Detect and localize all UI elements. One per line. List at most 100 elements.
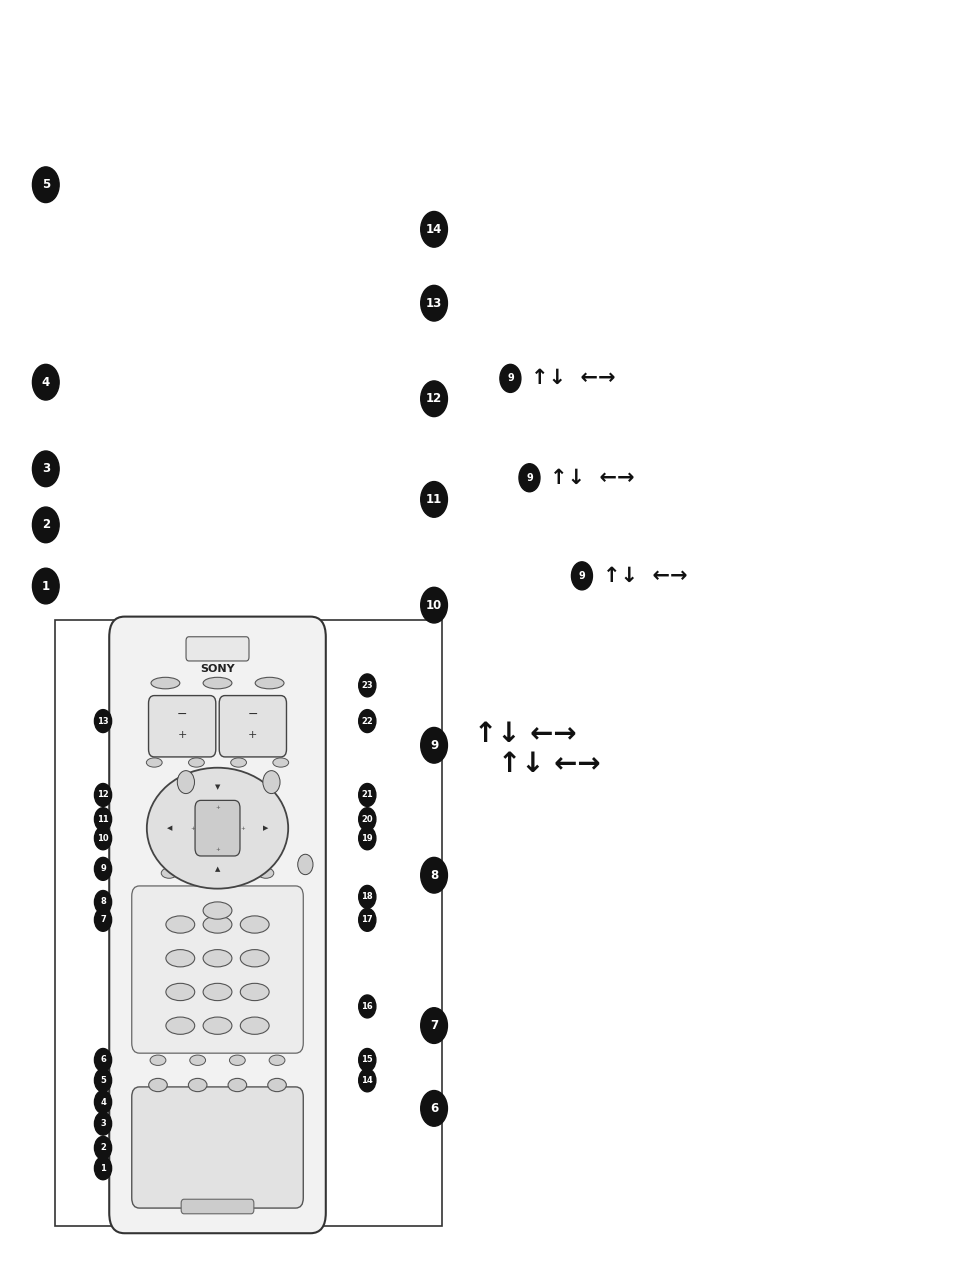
Circle shape xyxy=(420,587,447,623)
Ellipse shape xyxy=(203,916,232,933)
Circle shape xyxy=(420,482,447,517)
Circle shape xyxy=(420,727,447,763)
Circle shape xyxy=(32,568,59,604)
Text: 13: 13 xyxy=(97,716,109,726)
Ellipse shape xyxy=(203,902,232,919)
Text: +: + xyxy=(215,847,219,852)
Ellipse shape xyxy=(240,984,269,1000)
Circle shape xyxy=(499,364,520,392)
Ellipse shape xyxy=(161,868,177,878)
Text: 10: 10 xyxy=(425,599,442,612)
Bar xyxy=(55,620,441,1226)
Circle shape xyxy=(420,1091,447,1126)
Text: 7: 7 xyxy=(100,915,106,925)
Ellipse shape xyxy=(166,949,194,967)
Circle shape xyxy=(358,995,375,1018)
Ellipse shape xyxy=(269,1055,285,1065)
Circle shape xyxy=(94,1091,112,1113)
Text: ◀: ◀ xyxy=(167,826,172,831)
Ellipse shape xyxy=(268,1078,286,1092)
Text: 9: 9 xyxy=(525,473,533,483)
Circle shape xyxy=(94,1157,112,1180)
Text: 2: 2 xyxy=(42,519,50,531)
Text: 11: 11 xyxy=(97,814,109,824)
Circle shape xyxy=(420,211,447,247)
Text: 18: 18 xyxy=(361,892,373,902)
Text: 4: 4 xyxy=(100,1097,106,1107)
Text: 6: 6 xyxy=(100,1055,106,1065)
Ellipse shape xyxy=(203,984,232,1000)
Text: 9: 9 xyxy=(506,373,514,383)
Circle shape xyxy=(571,562,592,590)
Text: 13: 13 xyxy=(425,297,442,310)
Circle shape xyxy=(94,1049,112,1071)
Circle shape xyxy=(358,1049,375,1071)
Ellipse shape xyxy=(203,678,232,689)
FancyBboxPatch shape xyxy=(132,885,303,1054)
Circle shape xyxy=(358,885,375,908)
Text: +: + xyxy=(215,804,219,809)
FancyBboxPatch shape xyxy=(149,696,215,757)
FancyBboxPatch shape xyxy=(132,1087,303,1208)
Text: 2: 2 xyxy=(100,1143,106,1153)
FancyBboxPatch shape xyxy=(194,800,240,856)
Ellipse shape xyxy=(150,1055,166,1065)
Text: +: + xyxy=(191,826,195,831)
Ellipse shape xyxy=(189,758,204,767)
Text: 11: 11 xyxy=(425,493,442,506)
Text: ↑↓ ←→: ↑↓ ←→ xyxy=(474,720,577,748)
Ellipse shape xyxy=(151,678,180,689)
Text: 5: 5 xyxy=(42,178,50,191)
FancyBboxPatch shape xyxy=(186,637,249,661)
Circle shape xyxy=(358,674,375,697)
Circle shape xyxy=(358,1069,375,1092)
Circle shape xyxy=(94,710,112,733)
Circle shape xyxy=(94,1112,112,1135)
Text: 1: 1 xyxy=(100,1163,106,1173)
Circle shape xyxy=(94,808,112,831)
Text: 3: 3 xyxy=(100,1119,106,1129)
Text: 4: 4 xyxy=(42,376,50,389)
Text: 15: 15 xyxy=(361,1055,373,1065)
Text: 12: 12 xyxy=(425,392,442,405)
Text: ▼: ▼ xyxy=(214,784,220,790)
Circle shape xyxy=(94,1069,112,1092)
Circle shape xyxy=(94,784,112,806)
Ellipse shape xyxy=(231,758,246,767)
Text: SONY: SONY xyxy=(200,664,234,674)
Ellipse shape xyxy=(228,1078,247,1092)
Circle shape xyxy=(94,1136,112,1159)
Ellipse shape xyxy=(230,1055,245,1065)
Text: ▲: ▲ xyxy=(214,866,220,873)
Circle shape xyxy=(420,381,447,417)
Ellipse shape xyxy=(166,1017,194,1034)
Text: 16: 16 xyxy=(361,1001,373,1012)
Text: ↑↓  ←→: ↑↓ ←→ xyxy=(550,468,635,488)
Text: 9: 9 xyxy=(430,739,437,752)
Circle shape xyxy=(263,771,280,794)
Circle shape xyxy=(518,464,539,492)
Text: 9: 9 xyxy=(578,571,585,581)
Text: 21: 21 xyxy=(361,790,373,800)
Ellipse shape xyxy=(210,868,225,878)
Circle shape xyxy=(420,1008,447,1043)
Ellipse shape xyxy=(203,1017,232,1034)
Circle shape xyxy=(94,891,112,913)
Circle shape xyxy=(420,857,447,893)
Text: 17: 17 xyxy=(361,915,373,925)
Ellipse shape xyxy=(149,1078,167,1092)
Text: 14: 14 xyxy=(361,1075,373,1085)
Ellipse shape xyxy=(273,758,289,767)
Ellipse shape xyxy=(257,868,274,878)
Ellipse shape xyxy=(166,984,194,1000)
Ellipse shape xyxy=(146,758,162,767)
Circle shape xyxy=(94,857,112,880)
Text: 10: 10 xyxy=(97,833,109,843)
Circle shape xyxy=(32,167,59,203)
Text: 22: 22 xyxy=(361,716,373,726)
FancyBboxPatch shape xyxy=(109,617,326,1233)
Circle shape xyxy=(94,827,112,850)
Circle shape xyxy=(358,908,375,931)
Circle shape xyxy=(420,285,447,321)
Text: 14: 14 xyxy=(425,223,442,236)
